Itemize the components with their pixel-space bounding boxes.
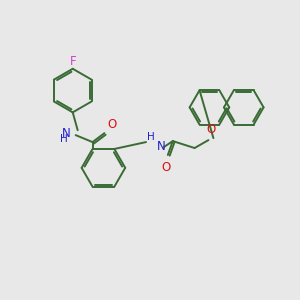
Text: N: N	[157, 140, 166, 152]
Text: H: H	[147, 132, 155, 142]
Text: N: N	[62, 127, 71, 140]
Text: H: H	[60, 134, 68, 144]
Text: O: O	[107, 118, 117, 131]
Text: O: O	[207, 123, 216, 136]
Text: O: O	[161, 161, 170, 174]
Text: F: F	[69, 55, 76, 68]
